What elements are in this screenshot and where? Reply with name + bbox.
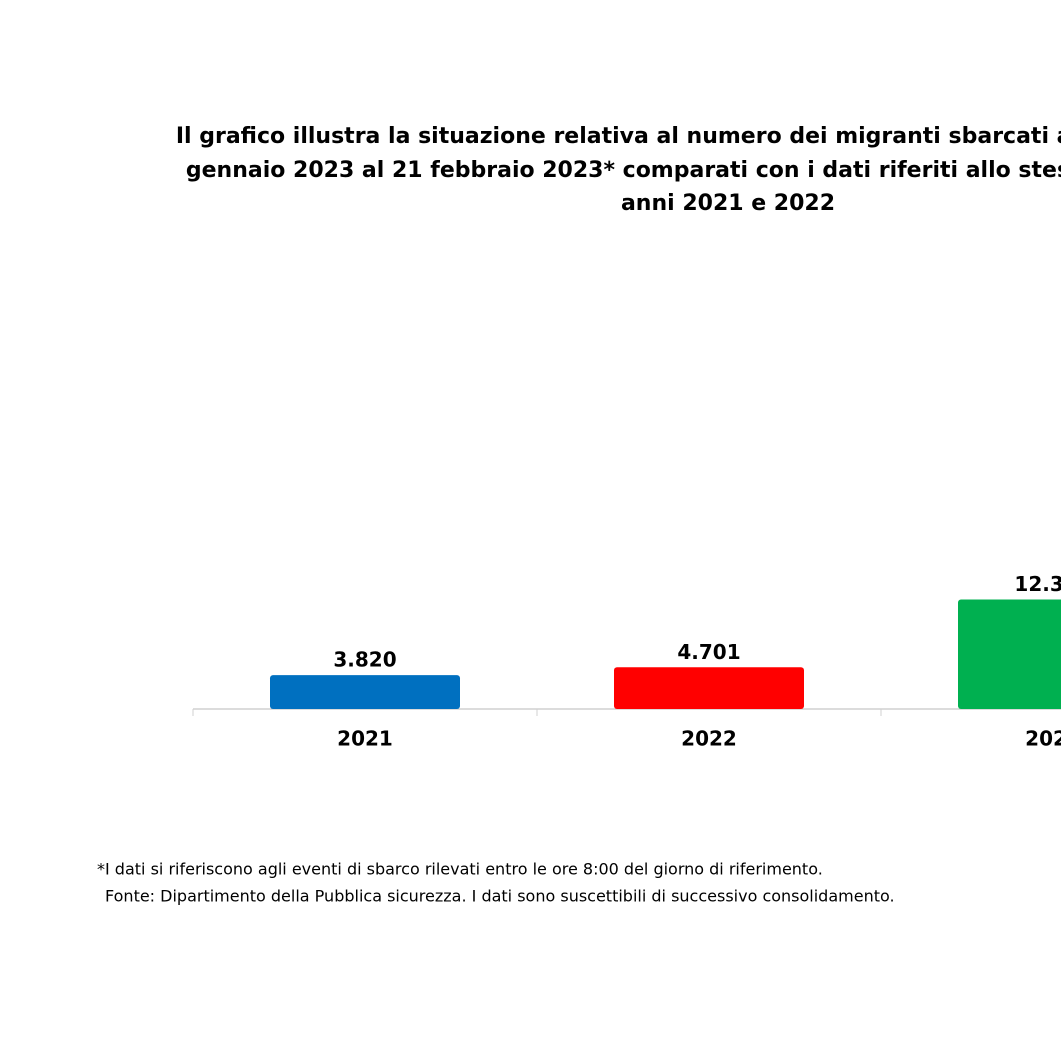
bar — [614, 667, 804, 709]
footnote: *I dati si riferiscono agli eventi di sb… — [97, 860, 823, 879]
x-tick-label: 2022 — [681, 727, 737, 751]
x-tick-label: 2023 — [1025, 727, 1061, 751]
source-note: Fonte: Dipartimento della Pubblica sicur… — [105, 887, 895, 906]
x-tick-label: 2021 — [337, 727, 393, 751]
bar — [958, 599, 1061, 709]
chart-title: gennaio 2023 al 21 febbraio 2023* compar… — [186, 158, 1061, 183]
data-label: 12.342 — [1014, 572, 1061, 596]
data-label: 4.701 — [677, 640, 740, 664]
data-label: 3.820 — [333, 648, 396, 672]
bar — [270, 675, 460, 709]
chart-title: Il grafico illustra la situazione relati… — [176, 124, 1061, 149]
chart-title: anni 2021 e 2022 — [621, 191, 835, 216]
